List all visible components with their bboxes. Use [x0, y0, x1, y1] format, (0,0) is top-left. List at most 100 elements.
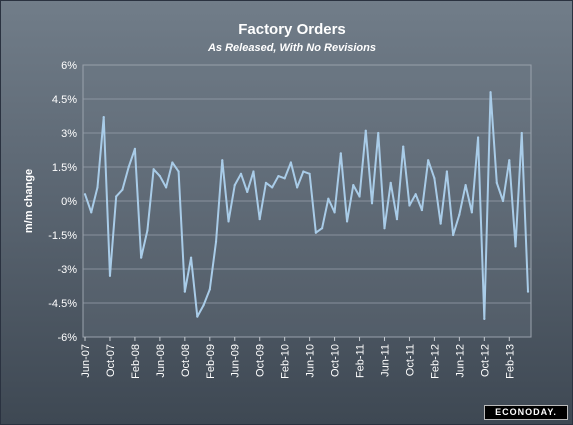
x-tick-label: Jun-08 [155, 344, 167, 378]
data-point [433, 177, 436, 180]
y-tick-label: -1.5% [48, 230, 77, 242]
data-point [289, 161, 292, 164]
x-tick-label: Feb-10 [280, 344, 292, 379]
data-point [264, 181, 268, 184]
data-point [296, 186, 299, 189]
data-point [327, 197, 330, 200]
data-point [102, 116, 105, 119]
data-point [227, 220, 230, 223]
x-tick-label: Oct-10 [330, 344, 342, 377]
chart-subtitle: As Released, With No Revisions [207, 42, 376, 54]
data-point [377, 131, 380, 135]
data-point [352, 184, 355, 187]
data-point [483, 317, 486, 320]
data-point [214, 240, 218, 243]
y-tick-label: -3% [57, 264, 77, 276]
data-point [140, 256, 143, 259]
y-tick-label: -4.5% [48, 298, 77, 310]
y-axis-ticks: 6% 4.5% 3% 1.5% 0% -1.5% -3% -4.5% -6% [48, 60, 77, 344]
data-point [233, 184, 236, 187]
data-point [520, 131, 523, 135]
x-axis-ticks: Jun-07 Oct-07 Feb-08 Jun-08 Oct-08 Feb-09 Jun-… [80, 337, 516, 379]
data-point [208, 288, 211, 291]
x-tick-label: Oct-09 [255, 344, 267, 377]
data-point [339, 152, 342, 155]
data-point [202, 304, 205, 307]
data-point [333, 211, 336, 214]
data-point [383, 227, 386, 230]
y-tick-label: -6% [57, 332, 77, 344]
chart-title: Factory Orders [238, 21, 346, 38]
data-point [514, 245, 517, 248]
y-axis-label: m/m change [23, 169, 35, 233]
data-point [239, 172, 243, 175]
x-tick-label: Oct-12 [479, 344, 491, 377]
data-point [146, 229, 149, 232]
data-point [402, 145, 405, 148]
data-point [458, 213, 461, 216]
x-tick-label: Jun-12 [454, 344, 466, 378]
y-tick-label: 0% [61, 196, 77, 208]
data-point [395, 218, 399, 221]
data-point [83, 193, 87, 196]
data-point [470, 211, 473, 214]
data-point [308, 172, 311, 175]
data-point [152, 168, 155, 171]
x-tick-label: Jun-10 [305, 344, 317, 378]
series-line [84, 91, 529, 320]
x-tick-label: Oct-08 [180, 344, 192, 377]
data-point [96, 186, 99, 189]
data-point [427, 159, 430, 162]
x-tick-label: Feb-11 [355, 344, 367, 378]
data-point [221, 159, 224, 162]
x-tick-label: Jun-07 [80, 344, 92, 378]
x-tick-label: Oct-11 [404, 344, 416, 376]
data-point [108, 274, 112, 277]
data-point [420, 208, 424, 212]
data-point [389, 181, 392, 184]
data-point [196, 315, 199, 318]
data-point [177, 170, 180, 173]
data-point [501, 199, 505, 203]
data-point [277, 174, 280, 178]
data-point [171, 161, 174, 164]
y-tick-label: 1.5% [52, 162, 77, 174]
data-point [121, 188, 124, 191]
series-layer [83, 91, 530, 320]
x-tick-label: Feb-08 [130, 344, 142, 379]
data-point [408, 204, 411, 207]
data-point [508, 159, 511, 162]
data-point [358, 195, 361, 198]
data-point [271, 186, 274, 189]
data-point [283, 177, 286, 180]
x-tick-label: Jun-09 [230, 344, 242, 378]
x-tick-label: Jun-11 [379, 344, 391, 377]
data-point [127, 165, 130, 169]
data-point [165, 186, 168, 189]
data-point [476, 136, 480, 139]
y-tick-label: 4.5% [52, 94, 77, 106]
data-point [526, 290, 530, 293]
x-tick-label: Oct-07 [105, 344, 117, 377]
data-point [321, 227, 324, 230]
y-tick-label: 6% [61, 60, 77, 72]
x-tick-label: Feb-13 [504, 344, 516, 379]
data-point [183, 290, 186, 293]
data-point [158, 174, 161, 178]
data-point [115, 195, 118, 198]
data-point [314, 231, 317, 234]
data-point [439, 222, 442, 225]
data-point [302, 170, 305, 173]
data-point [464, 184, 467, 187]
grid-lines [83, 64, 531, 338]
y-tick-label: 3% [61, 128, 77, 140]
data-point [414, 193, 417, 196]
data-point [445, 170, 448, 173]
data-point [370, 202, 374, 205]
data-point [258, 218, 261, 221]
data-point [133, 147, 137, 150]
data-point [364, 129, 367, 132]
x-tick-label: Feb-12 [429, 344, 441, 379]
data-point [489, 91, 492, 94]
data-point [90, 211, 93, 214]
